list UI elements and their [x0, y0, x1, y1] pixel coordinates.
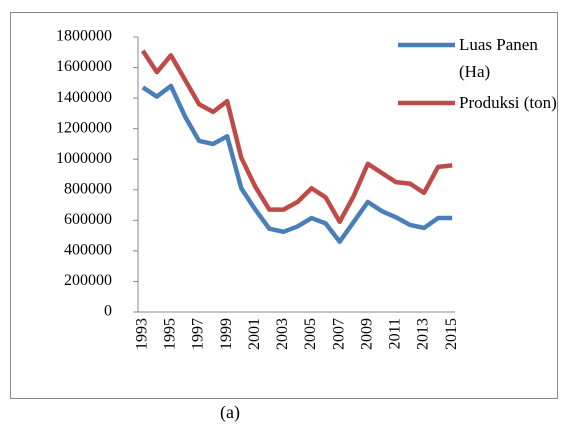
caption: (a) [220, 402, 240, 423]
y-tick-label: 200000 [64, 272, 112, 289]
x-tick-label: 1997 [190, 318, 207, 350]
series-line [141, 83, 453, 244]
x-tick-label: 1995 [162, 318, 179, 350]
y-tick-label: 400000 [64, 242, 112, 259]
x-tick-label: 2011 [387, 318, 404, 349]
x-tick-label: 2015 [443, 318, 460, 350]
x-tick-label: 2005 [302, 318, 319, 350]
chart-border [10, 12, 558, 399]
x-tick-label: 2003 [274, 318, 291, 350]
x-tick-label: 2009 [358, 318, 375, 350]
y-tick-label: 600000 [64, 211, 112, 228]
legend-label: Luas Panen (Ha) [459, 35, 538, 81]
y-tick-label: 800000 [64, 180, 112, 197]
y-tick-label: 1400000 [56, 89, 112, 106]
x-tick-label: 2013 [415, 318, 432, 350]
x-tick-label: 1999 [218, 318, 235, 350]
x-tick-label: 1993 [133, 318, 150, 350]
y-tick-label: 1200000 [56, 119, 112, 136]
y-tick-label: 1000000 [56, 150, 112, 167]
x-tick-label: 2007 [330, 318, 347, 350]
y-tick-label: 0 [104, 303, 112, 320]
x-tick-label: 2001 [246, 318, 263, 350]
series-line [140, 49, 453, 225]
y-tick-label: 1800000 [56, 28, 112, 45]
legend-label: Produksi (ton) [459, 93, 557, 112]
y-tick-label: 1600000 [56, 58, 112, 75]
